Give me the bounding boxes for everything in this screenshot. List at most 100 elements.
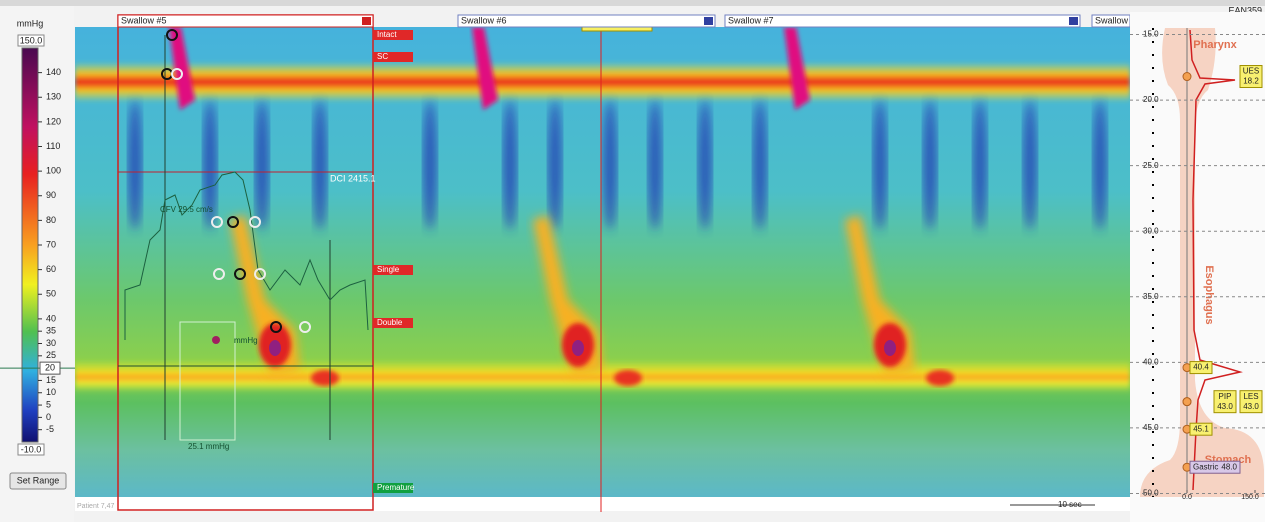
class-tag xyxy=(373,483,413,493)
depth-tick-label: 40.0 xyxy=(1143,357,1159,366)
swallow-title: Swallow #5 xyxy=(121,15,167,25)
scale-marker-box xyxy=(39,361,61,375)
scale-tick-label: -5 xyxy=(46,424,54,434)
landmark-value: 18.2 xyxy=(1243,77,1259,86)
class-label: Double xyxy=(377,318,403,327)
bottom-strip xyxy=(75,497,1130,511)
irp-label: 25.1 mmHg xyxy=(188,442,229,451)
landmark-tag xyxy=(1189,422,1213,436)
scale-min-box xyxy=(17,443,45,456)
swallow-button[interactable] xyxy=(362,17,371,25)
landmark-name: Gastric xyxy=(1193,462,1218,471)
ibp-unit: mmHg xyxy=(234,336,258,345)
blue-stripe xyxy=(698,100,712,230)
scale-tick-label: 120 xyxy=(46,116,61,126)
class-label: Premature xyxy=(377,483,415,492)
swallow-spike xyxy=(784,27,810,110)
contraction-core xyxy=(269,340,281,356)
ues-band xyxy=(75,62,1130,102)
topography xyxy=(75,27,1130,497)
landmark-point xyxy=(1182,72,1192,82)
time-scale: 10 sec xyxy=(1058,500,1082,509)
landmark-markers xyxy=(161,29,311,333)
scale-unit: mmHg xyxy=(17,18,44,28)
blue-stripe xyxy=(548,100,562,230)
irp-box xyxy=(179,321,236,441)
scale-max-box xyxy=(17,34,45,47)
scale-tick-label: 35 xyxy=(46,326,56,336)
landmark-name: UES xyxy=(1243,67,1259,76)
scale-tick-label: 140 xyxy=(46,67,61,77)
class-tag xyxy=(373,318,413,328)
esophagus-shape xyxy=(1140,28,1264,497)
blue-stripe xyxy=(313,100,327,230)
scale-min: -10.0 xyxy=(21,444,42,454)
landmark-tag xyxy=(1239,65,1263,89)
blue-stripe xyxy=(923,100,937,230)
scale-tick-label: 60 xyxy=(46,264,56,274)
swallow-title: Swallow #6 xyxy=(461,15,507,25)
scale-tick-label: 130 xyxy=(46,92,61,102)
class-tag xyxy=(373,265,413,275)
class-tag xyxy=(373,30,413,40)
swallow-header xyxy=(457,14,716,28)
dci-label: DCI 2415.1 xyxy=(330,173,376,183)
landmark-value: 45.1 xyxy=(1193,424,1209,433)
record-id: EAN359 xyxy=(1228,5,1262,15)
patient-label: Patient 7,47 xyxy=(77,503,114,510)
scale-tick-label: 10 xyxy=(46,387,56,397)
scale-tick-label: 70 xyxy=(46,239,56,249)
scale-tick-label: 5 xyxy=(46,399,51,409)
landmark-name: PIP xyxy=(1219,392,1232,401)
swallow-header xyxy=(117,14,374,28)
landmark-tag xyxy=(1189,361,1213,375)
scale-marker-label: 20 xyxy=(45,363,55,373)
scale-tick-label: 90 xyxy=(46,190,56,200)
scale-tick-label: 100 xyxy=(46,166,61,176)
pressure-profile xyxy=(1189,29,1243,491)
blue-stripe xyxy=(648,100,662,230)
cfv-label: CFV 29.5 cm/s xyxy=(160,205,213,214)
swallow-button[interactable] xyxy=(1069,17,1078,25)
class-tag xyxy=(373,52,413,62)
landmark-tag xyxy=(1213,390,1237,414)
set-range-button[interactable] xyxy=(9,472,67,490)
depth-tick-label: 50.0 xyxy=(1143,489,1159,498)
profile-x-label: 150.0 xyxy=(1241,494,1259,501)
les-band xyxy=(75,360,1130,392)
landmark-value: 43.0 xyxy=(1217,402,1233,411)
landmark-value: 48.0 xyxy=(1221,462,1237,471)
scale-tick-label: 50 xyxy=(46,289,56,299)
swallow-spike xyxy=(472,27,498,110)
landmark-name: LES xyxy=(1243,392,1258,401)
depth-tick-label: 45.0 xyxy=(1143,423,1159,432)
class-label: SC xyxy=(377,52,388,61)
les-spot xyxy=(311,370,339,386)
depth-tick-label: 15.0 xyxy=(1143,30,1159,39)
blue-stripe xyxy=(255,100,269,230)
depth-tick-label: 35.0 xyxy=(1143,292,1159,301)
toolbar xyxy=(0,0,1265,6)
pressure-contour xyxy=(124,171,369,340)
blue-stripe xyxy=(753,100,767,230)
blue-stripe xyxy=(203,100,217,230)
blue-stripe xyxy=(873,100,887,230)
blue-stripe xyxy=(423,100,437,230)
blue-stripe xyxy=(973,100,987,230)
color-bar xyxy=(21,47,39,443)
scale-max: 150.0 xyxy=(20,35,43,45)
swallow-spike xyxy=(169,27,195,110)
les-spot xyxy=(614,370,642,386)
landmark-tag xyxy=(1239,390,1263,414)
swallow-button[interactable] xyxy=(704,17,713,25)
blue-stripe xyxy=(128,100,142,230)
scale-tick-label: 0 xyxy=(46,412,51,422)
blue-stripe xyxy=(603,100,617,230)
class-label: Intact xyxy=(377,30,397,39)
set-range-label[interactable]: Set Range xyxy=(17,475,60,485)
depth-tick-label: 30.0 xyxy=(1143,226,1159,235)
classification-tags: Intact SC Single Double Premature xyxy=(373,30,415,493)
scale-tick-label: 30 xyxy=(46,338,56,348)
swallow-title: Swallow #7 xyxy=(728,15,774,25)
